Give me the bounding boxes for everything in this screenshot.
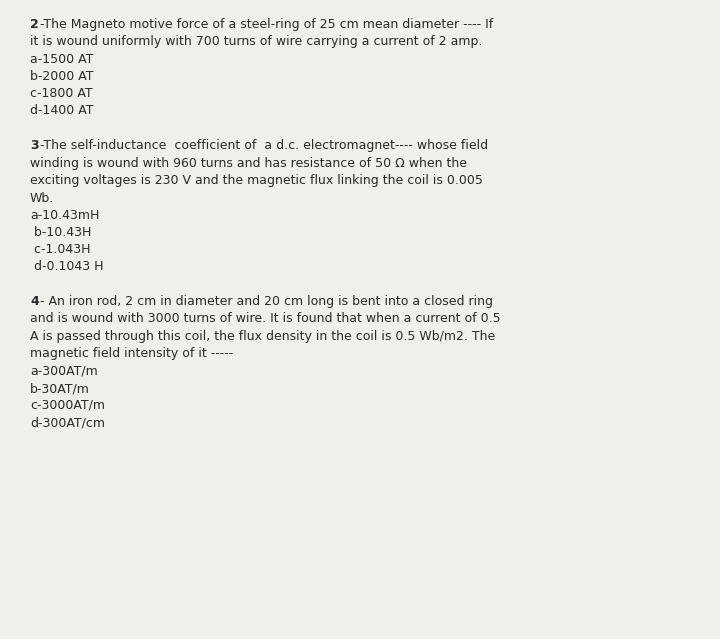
Text: c-1800 AT: c-1800 AT [30, 87, 93, 100]
Text: Wb.: Wb. [30, 192, 54, 204]
Text: exciting voltages is 230 V and the magnetic flux linking the coil is 0.005: exciting voltages is 230 V and the magne… [30, 174, 483, 187]
Text: b-2000 AT: b-2000 AT [30, 70, 94, 83]
Text: c-3000AT/m: c-3000AT/m [30, 399, 105, 412]
Text: - An iron rod, 2 cm in diameter and 20 cm long is bent into a closed ring: - An iron rod, 2 cm in diameter and 20 c… [40, 295, 493, 308]
Text: d-1400 AT: d-1400 AT [30, 104, 94, 117]
Text: b-10.43H: b-10.43H [30, 226, 91, 239]
Text: winding is wound with 960 turns and has resistance of 50 Ω when the: winding is wound with 960 turns and has … [30, 157, 467, 169]
Text: b-30AT/m: b-30AT/m [30, 382, 90, 395]
Text: and is wound with 3000 turns of wire. It is found that when a current of 0.5: and is wound with 3000 turns of wire. It… [30, 312, 500, 325]
Text: -The self-inductance  coefficient of  a d.c. electromagnet---- whose field: -The self-inductance coefficient of a d.… [40, 139, 488, 152]
Text: c-1.043H: c-1.043H [30, 243, 91, 256]
Text: d-300AT/cm: d-300AT/cm [30, 416, 105, 429]
Text: 3: 3 [30, 139, 39, 152]
Text: a-10.43mH: a-10.43mH [30, 209, 99, 222]
Text: A is passed through this coil, the flux density in the coil is 0.5 Wb/m2. The: A is passed through this coil, the flux … [30, 330, 495, 343]
Text: a-300AT/m: a-300AT/m [30, 365, 98, 378]
Text: a-1500 AT: a-1500 AT [30, 53, 94, 66]
Text: d-0.1043 H: d-0.1043 H [30, 260, 104, 273]
Text: magnetic field intensity of it -----: magnetic field intensity of it ----- [30, 348, 233, 360]
Text: it is wound uniformly with 700 turns of wire carrying a current of 2 amp.: it is wound uniformly with 700 turns of … [30, 36, 482, 49]
Text: 2: 2 [30, 18, 39, 31]
Text: -The Magneto motive force of a steel-ring of 25 cm mean diameter ---- If: -The Magneto motive force of a steel-rin… [40, 18, 493, 31]
Text: 4: 4 [30, 295, 39, 308]
